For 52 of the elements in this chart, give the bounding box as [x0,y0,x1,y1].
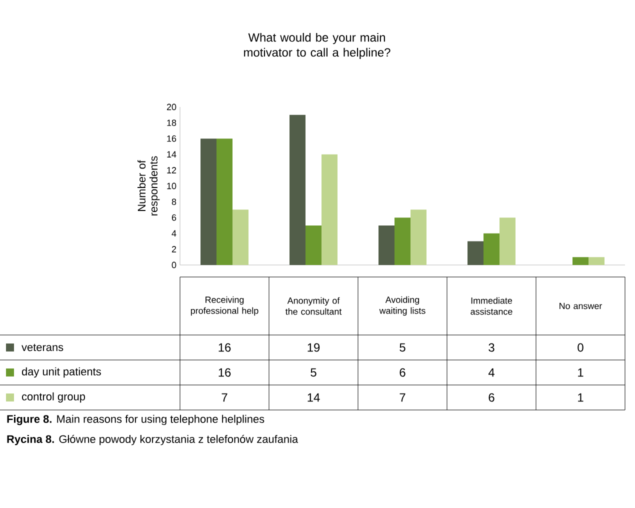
data-label: 1 [578,368,584,377]
data-label: 19 [308,343,320,352]
bar [484,233,500,265]
data-label: 7 [222,393,228,402]
y-tick-label: 20 [166,104,176,110]
y-tick-label: 16 [167,135,176,142]
bar [588,257,605,265]
y-tick-label: 10 [167,182,176,190]
bar [394,218,411,265]
x-tick-label: Immediate assistance [470,297,512,315]
bar [468,241,484,265]
data-label: 1 [578,393,584,402]
data-label: 6 [488,393,494,402]
legend-label: veterans [22,344,64,352]
bar [232,210,249,265]
x-tick-label: Avoiding waiting lists [379,296,426,316]
bar [378,225,395,265]
legend-label: control group [22,392,86,403]
data-label: 5 [310,368,316,377]
data-label: 16 [218,343,231,352]
text: Rycina 8. Główne powody korzystania z telefonów zaufania [7,434,298,446]
data-label: 5 [400,343,406,352]
bar [216,138,233,265]
x-tick-label: No answer [560,302,602,310]
y-tick-label: 2 [172,246,176,252]
bar [306,225,322,265]
bar [322,154,338,265]
y-axis-title: Number of respondents [138,156,160,216]
bar [500,218,516,265]
y-tick-label: 0 [172,262,176,268]
x-tick-label: Anonymity of the consultant [285,297,342,315]
bar [410,210,427,265]
data-label: 7 [400,393,406,402]
data-label: 4 [488,368,494,377]
bar [290,114,306,265]
data-label: 6 [400,368,406,377]
bar [200,138,217,265]
y-tick-label: 4 [172,230,176,236]
y-tick-label: 8 [172,198,176,205]
bar [572,257,589,265]
y-tick-label: 6 [172,214,176,221]
y-tick-label: 12 [167,167,176,174]
legend-label: day unit patients [22,367,101,378]
text: Figure 8. Main reasons for using telephone helplines [7,414,264,426]
y-tick-label: 18 [167,120,176,126]
data-label: 14 [308,393,320,402]
y-tick-label: 14 [167,151,176,158]
chart-title: What would be your main motivator to call a helpline? [244,32,390,60]
data-label: 3 [488,343,494,352]
data-label: 16 [218,368,231,377]
x-tick-label: Receiving professional help [190,296,258,316]
data-label: 0 [578,343,584,352]
